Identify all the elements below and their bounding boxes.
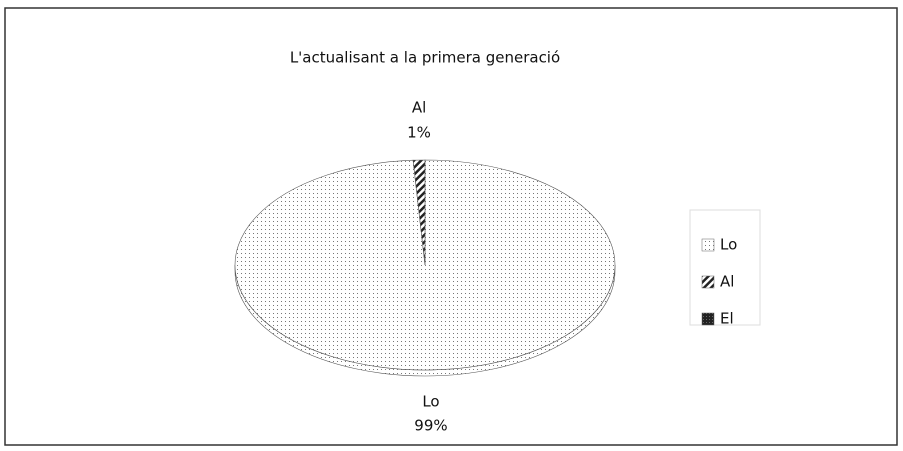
data-label-name: Lo	[422, 392, 439, 410]
legend-box	[689, 209, 761, 326]
legend-swatch	[701, 312, 715, 326]
legend-swatch	[701, 275, 715, 289]
legend-label: Lo	[720, 236, 737, 254]
legend-label: Al	[720, 273, 734, 291]
legend-swatch	[701, 238, 715, 252]
chart-frame	[4, 7, 898, 446]
data-label: 1%	[407, 124, 431, 142]
data-label: 99%	[414, 416, 447, 434]
legend-label: El	[720, 310, 734, 328]
chart-title: L'actualisant a la primera generació	[290, 49, 560, 67]
pie-slice	[412, 159, 426, 266]
data-label-name: Al	[412, 99, 426, 117]
